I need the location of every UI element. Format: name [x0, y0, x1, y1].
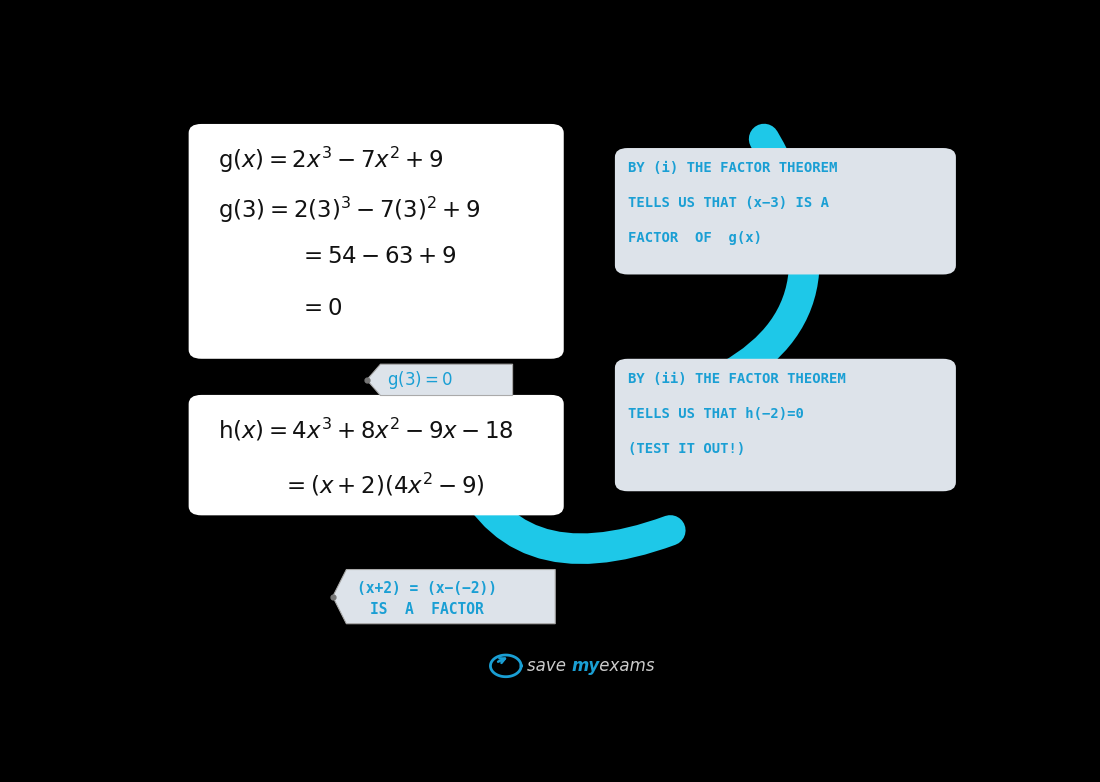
Text: TELLS US THAT (x−3) IS A: TELLS US THAT (x−3) IS A — [628, 196, 828, 210]
Text: (TEST IT OUT!): (TEST IT OUT!) — [628, 442, 745, 456]
Text: (x+2) = (x−(−2)): (x+2) = (x−(−2)) — [356, 581, 496, 596]
FancyBboxPatch shape — [615, 359, 956, 491]
Text: save: save — [527, 657, 571, 675]
Text: $= 54 - 63 + 9$: $= 54 - 63 + 9$ — [299, 246, 456, 268]
FancyBboxPatch shape — [189, 395, 563, 515]
Text: BY (i) THE FACTOR THEOREM: BY (i) THE FACTOR THEOREM — [628, 161, 837, 175]
Polygon shape — [332, 569, 556, 624]
Text: IS  A  FACTOR: IS A FACTOR — [371, 602, 484, 617]
Text: $\mathrm{h}(x) = 4x^3 + 8x^2 - 9x - 18$: $\mathrm{h}(x) = 4x^3 + 8x^2 - 9x - 18$ — [219, 416, 514, 443]
Polygon shape — [366, 364, 513, 396]
Text: my: my — [571, 657, 600, 675]
Text: exams: exams — [594, 657, 654, 675]
Text: TELLS US THAT h(−2)=0: TELLS US THAT h(−2)=0 — [628, 407, 804, 421]
Text: $\mathrm{g}(x) = 2x^3 - 7x^2 + 9$: $\mathrm{g}(x) = 2x^3 - 7x^2 + 9$ — [219, 145, 443, 175]
FancyBboxPatch shape — [615, 148, 956, 274]
Text: $= (x + 2)(4x^2 - 9)$: $= (x + 2)(4x^2 - 9)$ — [283, 472, 485, 499]
Text: BY (ii) THE FACTOR THEOREM: BY (ii) THE FACTOR THEOREM — [628, 372, 846, 386]
Text: $= 0$: $= 0$ — [299, 298, 342, 320]
FancyBboxPatch shape — [189, 124, 563, 359]
Text: FACTOR  OF  g(x): FACTOR OF g(x) — [628, 231, 761, 245]
Text: $\mathrm{g}(3) = 2(3)^3 - 7(3)^2 + 9$: $\mathrm{g}(3) = 2(3)^3 - 7(3)^2 + 9$ — [219, 195, 481, 224]
Text: $\mathrm{g}(3) = 0$: $\mathrm{g}(3) = 0$ — [387, 369, 453, 391]
